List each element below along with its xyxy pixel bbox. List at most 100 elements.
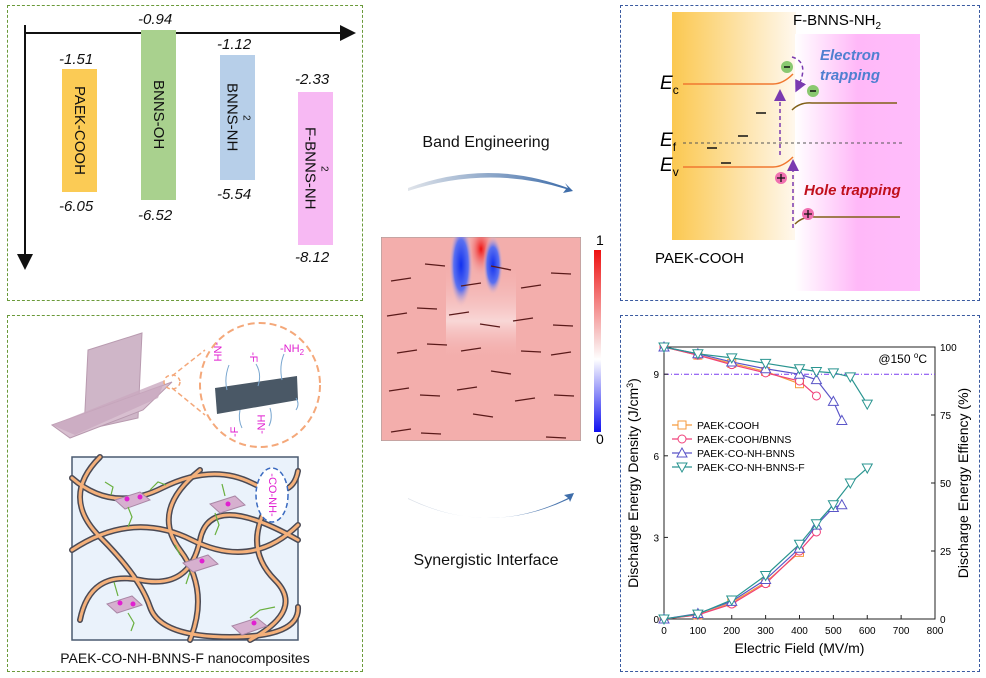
data-point — [677, 420, 687, 430]
y-tick-label: 6 — [653, 452, 659, 463]
x-tick-label: 100 — [690, 626, 707, 637]
data-point — [676, 462, 688, 474]
y2-tick-label: 100 — [940, 343, 957, 354]
y2-tick-label: 25 — [940, 547, 952, 558]
x-tick-label: 0 — [661, 626, 667, 637]
fbnns-nh2-label: F-BNNS-NH2 — [793, 12, 882, 32]
band-bar-label: BNNS-NH — [223, 83, 241, 152]
x-tick-label: 400 — [791, 626, 808, 637]
series-3 — [658, 342, 874, 626]
y2-tick-label: 0 — [940, 615, 946, 626]
bnns-flakes — [106, 491, 269, 636]
data-point — [844, 478, 857, 490]
amide-label: -CO-NH- — [266, 473, 278, 517]
y-axis-label: Discharge Energy Density (J/cm3) — [625, 378, 641, 588]
y2-tick-label: 75 — [940, 411, 952, 422]
data-point — [861, 463, 874, 475]
y2-axis-label: Discharge Energy Effiency (%) — [955, 388, 971, 578]
curved-arrow-icon — [408, 173, 573, 193]
data-point — [811, 391, 821, 401]
center-arrows — [408, 173, 574, 518]
zoom-circle — [199, 322, 321, 448]
legend-label: PAEK-COOH — [697, 420, 759, 432]
nh2-label-3: -NH — [256, 414, 268, 434]
data-point — [676, 446, 688, 458]
bnns-orientation-lines — [386, 263, 575, 439]
hole-icon-2 — [802, 208, 814, 220]
electron-icon — [781, 61, 793, 73]
x-tick-label: 600 — [859, 626, 876, 637]
band-top-value: -1.51 — [59, 51, 94, 68]
electron-trapping-label: Electron trapping — [820, 47, 881, 84]
data-point — [827, 500, 840, 511]
data-point — [810, 519, 823, 530]
x-tick-label: 200 — [723, 626, 740, 637]
band-bar-label: PAEK-COOH — [71, 86, 88, 175]
band-diagram — [672, 12, 920, 291]
discharge-chart: 0 100 200 300 400 500 600 700 80003690255075100E… — [625, 340, 971, 656]
series-0 — [659, 342, 804, 624]
efficiency-line — [663, 346, 843, 421]
functionalized-sheet — [215, 376, 298, 414]
band-bottom-value: -6.05 — [59, 198, 94, 215]
band-diagram-panel — [620, 5, 980, 301]
band-bar: PAEK-COOH — [62, 69, 97, 192]
colorbar-min-label: 0 — [596, 431, 604, 447]
legend-item: PAEK-CO-NH-BNNS — [672, 446, 795, 460]
data-point — [827, 368, 840, 379]
y2-tick-label: 50 — [940, 479, 952, 490]
data-point — [861, 399, 874, 411]
energy-density-line — [663, 467, 868, 620]
data-point — [810, 366, 823, 378]
y-tick-label: 0 — [653, 615, 659, 626]
band-top-value: -2.33 — [295, 71, 330, 88]
ec-label: Ec — [660, 73, 679, 97]
nh2-label-2: -NH2 — [280, 343, 305, 357]
legend-item: PAEK-CO-NH-BNNS-F — [672, 462, 805, 474]
legend-label: PAEK-CO-NH-BNNS-F — [697, 462, 805, 474]
data-point — [793, 364, 806, 375]
efficiency-line — [663, 346, 817, 397]
temperature-annotation: @150 oC — [878, 351, 927, 366]
paek-cooh-label: PAEK-COOH — [655, 250, 744, 267]
data-point — [759, 358, 772, 370]
electron-icon-2 — [807, 85, 819, 97]
data-point — [692, 609, 704, 621]
energy-density-line — [663, 531, 817, 620]
synergistic-interface-label: Synergistic Interface — [413, 552, 559, 569]
data-point — [844, 372, 857, 383]
series-2 — [658, 340, 848, 624]
x-tick-label: 300 — [757, 626, 774, 637]
legend-label: PAEK-COOH/BNNS — [697, 434, 791, 446]
band-engineering-label: Band Engineering — [422, 134, 550, 151]
x-tick-label: 800 — [927, 626, 944, 637]
paek-valence-band — [683, 156, 794, 168]
fbnns-region — [795, 34, 920, 291]
band-bar-label: BNNS-OH — [150, 80, 167, 150]
ef-label: Ef — [660, 130, 677, 154]
legend-label: PAEK-CO-NH-BNNS — [697, 448, 795, 460]
band-bar-label: F-BNNS-NH — [301, 127, 319, 210]
ev-label: Ev — [660, 155, 679, 179]
hole-trapping-label: Hole trapping — [804, 182, 901, 199]
y-tick-label: 9 — [653, 370, 659, 381]
band-level-panel — [7, 5, 363, 301]
bnns-sheets — [50, 332, 173, 439]
data-point — [658, 614, 670, 626]
band-top-value: -1.12 — [217, 36, 252, 53]
band-bar: F-BNNS-NH 2 — [298, 92, 333, 245]
nanocomposite-panel — [7, 315, 363, 672]
data-point — [692, 349, 704, 360]
data-point — [759, 570, 772, 582]
y-tick-label: 3 — [653, 533, 659, 544]
legend-item: PAEK-COOH — [672, 420, 759, 432]
data-point — [835, 498, 848, 510]
nanocomposite-illustration: -NH -F -NH2 -F -NH — [50, 322, 321, 643]
nh2-label: -NH — [211, 342, 223, 362]
x-tick-label: 700 — [893, 626, 910, 637]
colorbar — [594, 250, 601, 432]
band-top-value: -0.94 — [138, 11, 173, 28]
paek-region — [672, 12, 796, 240]
band-bottom-value: -5.54 — [217, 186, 252, 203]
